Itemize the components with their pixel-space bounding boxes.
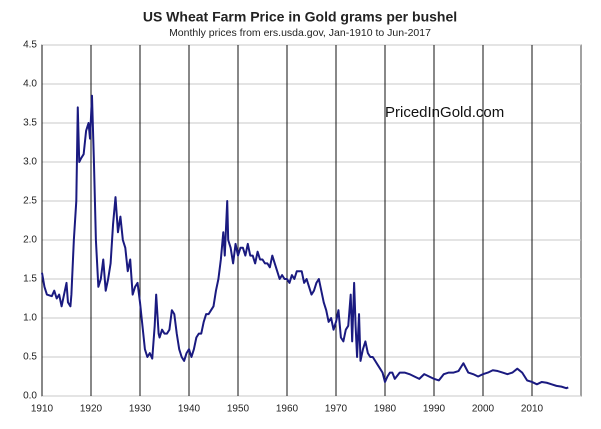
y-tick-label: 1.5: [23, 274, 37, 285]
x-tick-label: 1990: [423, 404, 446, 415]
y-tick-label: 2.0: [23, 235, 37, 246]
watermark: PricedInGold.com: [385, 104, 504, 121]
y-tick-label: 2.5: [23, 196, 37, 207]
x-tick-label: 1910: [31, 404, 54, 415]
x-tick-label: 1960: [276, 404, 299, 415]
x-tick-label: 1970: [325, 404, 348, 415]
y-tick-label: 4.5: [23, 40, 37, 51]
x-tick-label: 2010: [521, 404, 544, 415]
y-tick-label: 0.5: [23, 352, 37, 363]
y-tick-label: 1.0: [23, 313, 37, 324]
x-tick-label: 1920: [80, 404, 103, 415]
y-tick-label: 4.0: [23, 79, 37, 90]
y-tick-label: 3.5: [23, 118, 37, 129]
x-tick-label: 1940: [178, 404, 201, 415]
y-tick-label: 0.0: [23, 391, 37, 402]
y-tick-label: 3.0: [23, 157, 37, 168]
chart-title: US Wheat Farm Price in Gold grams per bu…: [143, 9, 457, 25]
line-series: [41, 94, 569, 390]
x-tick-label: 1950: [227, 404, 250, 415]
plot-frame: [41, 44, 582, 397]
chart-subtitle: Monthly prices from ers.usda.gov, Jan-19…: [169, 27, 431, 39]
x-tick-label: 1930: [129, 404, 152, 415]
x-tick-label: 2000: [472, 404, 495, 415]
x-tick-label: 1980: [374, 404, 397, 415]
